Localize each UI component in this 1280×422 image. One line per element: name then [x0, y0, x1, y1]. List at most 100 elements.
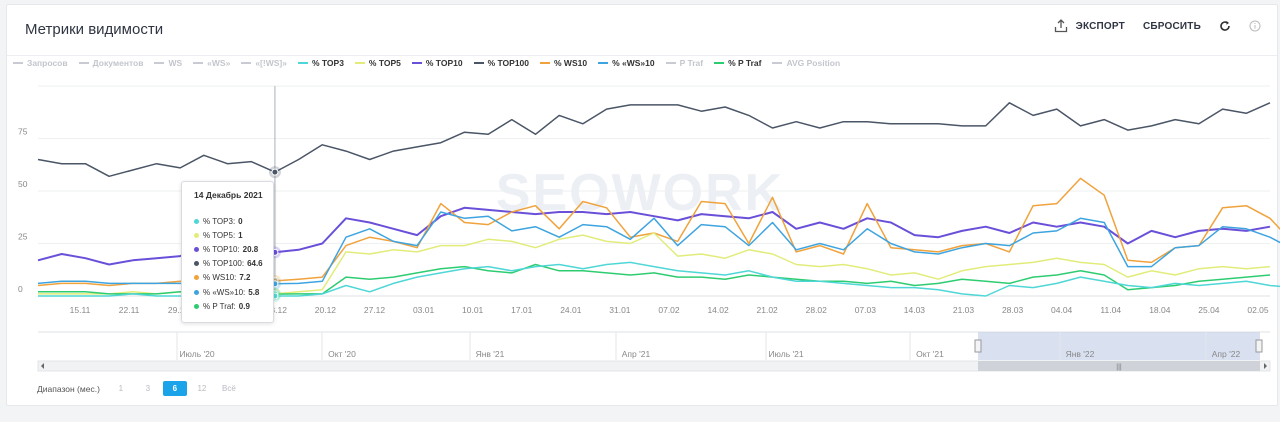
- tooltip-value: 0: [238, 216, 243, 226]
- range-option-вс[interactable]: Всё: [222, 384, 236, 393]
- legend-swatch: [772, 62, 783, 64]
- legend-swatch: [78, 62, 89, 64]
- legend-item-avg-position[interactable]: AVG Position: [772, 58, 840, 68]
- upload-icon: [1054, 19, 1068, 33]
- x-tick-label: 17.01: [511, 305, 533, 315]
- toolbar: ЭКСПОРТ СБРОСИТЬ: [1054, 19, 1261, 33]
- tooltip-value: 7.2: [239, 273, 251, 283]
- y-tick-label: 75: [18, 127, 28, 137]
- series-line-top100: [37, 102, 1271, 178]
- tooltip-row: % TOP10: 20.8: [194, 242, 273, 256]
- navigator-label: Янв '22: [1066, 349, 1095, 359]
- legend-swatch: [13, 62, 23, 64]
- legend-label: Запросов: [27, 58, 68, 68]
- tooltip-label: % TOP3:: [203, 216, 236, 226]
- legend-item-ws[interactable]: WS: [154, 58, 182, 68]
- legend-item-top3[interactable]: % TOP3: [297, 58, 344, 68]
- legend-item-top10[interactable]: % TOP10: [411, 58, 463, 68]
- chart-legend: Запросов Документов WS «WS» «[!WS]» % TOP3 % T…: [13, 58, 851, 68]
- range-option-6[interactable]: 6: [162, 381, 187, 396]
- legend-item-документов[interactable]: Документов: [78, 58, 144, 68]
- scroll-right-arrow-icon[interactable]: [1264, 363, 1267, 369]
- range-option-3[interactable]: 3: [145, 384, 151, 393]
- legend-swatch: [354, 62, 365, 64]
- navigator-scrollbar-thumb[interactable]: [978, 361, 1260, 371]
- legend-item-p-traf[interactable]: P Traf: [665, 58, 704, 68]
- tooltip-dot: [194, 246, 199, 252]
- x-tick-label: 10.01: [462, 305, 484, 315]
- navigator-label: Апр '22: [1212, 349, 1241, 359]
- x-tick-label: 31.01: [609, 305, 631, 315]
- legend-swatch: [665, 62, 676, 64]
- range-option-12[interactable]: 12: [197, 384, 207, 393]
- navigator-label: Апр '21: [622, 349, 651, 359]
- watermark: SEOWORK: [496, 164, 784, 222]
- y-tick-label: 0: [18, 284, 23, 294]
- x-tick-label: 27.12: [364, 305, 386, 315]
- tooltip-label: % P Traf:: [203, 301, 236, 311]
- legend-label: % P Traf: [728, 58, 762, 68]
- legend-swatch: [714, 62, 725, 64]
- info-icon: [1249, 20, 1261, 32]
- x-tick-label: 15.11: [70, 305, 91, 315]
- legend-label: % WS10: [554, 58, 588, 68]
- x-tick-label: 02.05: [1247, 305, 1269, 315]
- tooltip-row: % TOP5: 1: [194, 228, 273, 242]
- tooltip-dot: [194, 275, 199, 281]
- legend-label: % «WS»10: [612, 58, 655, 68]
- tooltip-row: % «WS»10: 5.8: [194, 285, 273, 299]
- legend-swatch: [193, 62, 204, 64]
- navigator-right-handle[interactable]: [1255, 339, 1263, 353]
- export-button[interactable]: ЭКСПОРТ: [1054, 19, 1125, 33]
- x-tick-label: 11.04: [1100, 305, 1121, 315]
- tooltip-dot: [194, 261, 199, 267]
- tooltip-dot: [194, 232, 199, 238]
- navigator-scrollbar-track[interactable]: [37, 360, 1271, 372]
- legend-label: % TOP5: [368, 58, 401, 68]
- legend-label: % TOP100: [487, 58, 530, 68]
- legend-item-ws[interactable]: «WS»: [193, 58, 230, 68]
- navigator-selection[interactable]: [978, 332, 1260, 360]
- legend-item-ws10[interactable]: % WS10: [540, 58, 587, 68]
- legend-item-ws-10[interactable]: % «WS»10: [598, 58, 655, 68]
- chart-tooltip: 14 Декабрь 2021 % TOP3: 0 % TOP5: 1% TOP10:…: [181, 181, 274, 323]
- legend-item-top100[interactable]: % TOP100: [473, 58, 530, 68]
- export-label: ЭКСПОРТ: [1075, 20, 1125, 32]
- navigator-label: Июль '20: [179, 349, 214, 359]
- navigator-left-handle[interactable]: [974, 339, 982, 353]
- info-button[interactable]: [1249, 20, 1261, 32]
- x-tick-label: 25.04: [1198, 305, 1220, 315]
- legend-label: % TOP10: [425, 58, 463, 68]
- range-option-1[interactable]: 1: [118, 384, 124, 393]
- x-tick-label: 21.03: [953, 305, 975, 315]
- legend-label: P Traf: [679, 58, 704, 68]
- y-tick-label: 50: [18, 179, 28, 189]
- refresh-button[interactable]: [1219, 20, 1231, 32]
- legend-item-запросов[interactable]: Запросов: [13, 58, 68, 68]
- tooltip-label: % WS10:: [203, 273, 237, 283]
- hover-point: [271, 168, 279, 176]
- range-selector: Диапазон (мес.) 1 3 6 12 Всё: [37, 381, 241, 396]
- legend-item-top5[interactable]: % TOP5: [354, 58, 401, 68]
- legend-item-p-traf[interactable]: % P Traf: [714, 58, 761, 68]
- legend-label: Документов: [92, 58, 144, 68]
- tooltip-dot: [194, 218, 199, 224]
- tooltip-row: % P Traf: 0.9: [194, 299, 273, 313]
- legend-swatch: [473, 62, 484, 64]
- page-title: Метрики видимости: [25, 21, 164, 38]
- legend-swatch: [540, 62, 551, 64]
- legend-item-ws[interactable]: «[!WS]»: [241, 58, 287, 68]
- reset-button[interactable]: СБРОСИТЬ: [1143, 21, 1201, 32]
- tooltip-value: 1: [238, 230, 243, 240]
- scroll-left-arrow-icon[interactable]: [41, 363, 44, 369]
- refresh-icon: [1219, 20, 1231, 32]
- tooltip-date: 14 Декабрь 2021: [194, 190, 263, 200]
- x-tick-label: 20.12: [315, 305, 337, 315]
- tooltip-value: 20.8: [242, 244, 259, 254]
- tooltip-row: % TOP100: 64.6: [194, 257, 273, 271]
- scrollbar-grip-icon: |||: [1116, 364, 1122, 371]
- x-tick-label: 07.02: [658, 305, 680, 315]
- x-tick-label: 24.01: [560, 305, 582, 315]
- legend-label: «[!WS]»: [255, 58, 287, 68]
- tooltip-dot: [194, 289, 199, 295]
